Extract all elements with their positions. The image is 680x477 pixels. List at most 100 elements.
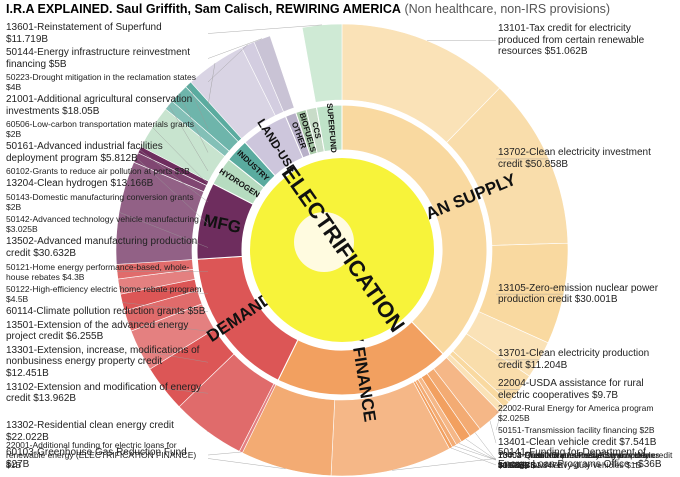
segment-name: 22004-USDA assistance for rural electric… bbox=[498, 378, 644, 401]
segment-label: 50121-Home energy performance-based, who… bbox=[6, 262, 206, 282]
segment-label: 50143-Domestic manufacturing conversion … bbox=[6, 192, 206, 212]
segment-label: 50151-Transmission facility financing $2… bbox=[498, 425, 674, 435]
segment-value: $4.3B bbox=[62, 271, 85, 282]
segment-value: $2B bbox=[6, 129, 22, 139]
segment-name: 22002-Rural Energy for America program bbox=[498, 403, 654, 414]
segment-name: 50143-Domestic manufacturing conversion … bbox=[6, 192, 194, 202]
segment-label: 13702-Clean electricity investment credi… bbox=[498, 147, 674, 170]
segment-value: $9.7B bbox=[591, 389, 619, 401]
segment-value: $3B bbox=[520, 460, 536, 470]
segment-name: 13702-Clean electricity investment credi… bbox=[498, 147, 651, 170]
leader-line bbox=[139, 149, 209, 203]
segment-value: $3.583B bbox=[498, 460, 530, 470]
segment-label: 50122-High-efficiency electric home reba… bbox=[6, 284, 206, 304]
segment-label: 60101-Clean heavy-duty vehicles $1B bbox=[498, 460, 674, 470]
segment-name: 13403-Qualified commercial clean vehicle… bbox=[498, 450, 660, 460]
segment-value: $1B bbox=[6, 460, 22, 470]
segment-name: 50223-Drought mitigation in the reclamat… bbox=[6, 72, 196, 82]
segment-label: 13404-Alternative fuel refueling propert… bbox=[498, 450, 674, 470]
segment-label: 21001-Additional agricultural conservati… bbox=[6, 94, 206, 117]
leader-line bbox=[127, 320, 209, 332]
segment-value: $11.719B bbox=[6, 33, 49, 45]
leader-line bbox=[178, 93, 209, 153]
segment-name: 60101-Clean heavy-duty vehicles bbox=[498, 460, 624, 470]
segment-name: 50121-Home energy performance-based, who… bbox=[6, 261, 190, 282]
segment-label: 13102-Extension and modification of ener… bbox=[6, 382, 206, 405]
group-segment bbox=[341, 104, 488, 355]
segment-name: 13701-Clean electricity production credi… bbox=[498, 348, 650, 371]
segment-label: 13101-Tax credit for electricity produce… bbox=[498, 23, 674, 58]
leader-line bbox=[489, 420, 497, 444]
segment-name: 13601-Reinstatement of Superfund bbox=[6, 22, 162, 33]
center-hole bbox=[294, 212, 354, 272]
segment-name: 13101-Tax credit for electricity produce… bbox=[498, 23, 645, 58]
segment-label: 22004-USDA assistance for rural electric… bbox=[498, 378, 674, 401]
segment-value: $12.451B bbox=[6, 367, 49, 379]
segment-value: $5.812B bbox=[100, 152, 138, 164]
segment-name: 22001-Additional funding for electric lo… bbox=[6, 440, 197, 460]
segment-label: 13502-Advanced manufacturing production … bbox=[6, 236, 206, 259]
leader-line bbox=[465, 438, 497, 461]
segment-name: 13401-Clean vehicle credit bbox=[498, 437, 617, 449]
segment-value: $1.738B bbox=[498, 460, 530, 470]
segment-label: 60102-Grants to reduce air pollution at … bbox=[6, 166, 206, 176]
leader-line bbox=[495, 409, 503, 431]
segment-name: 50161-Advanced industrial facilities dep… bbox=[6, 141, 163, 164]
segment-name: 70002-United States Postal Service clean… bbox=[498, 450, 655, 470]
segment-value: $11.204B bbox=[525, 359, 568, 371]
segment-label: 70002-United States Postal Service clean… bbox=[498, 450, 674, 470]
leader-line bbox=[474, 432, 497, 461]
segment-name: 50141-Funding for Department of Energy L… bbox=[498, 447, 646, 470]
leader-line bbox=[119, 212, 209, 248]
leader-line bbox=[207, 451, 241, 456]
segment-label: 50142-Advanced technology vehicle manufa… bbox=[6, 214, 206, 234]
segment-name: 13502-Advanced manufacturing production … bbox=[6, 236, 198, 259]
segment-value: $2B bbox=[6, 202, 22, 212]
leader-line bbox=[450, 447, 497, 466]
segment-name: 50142-Advanced technology vehicle manufa… bbox=[6, 214, 199, 224]
segment-name: 13301-Extension, increase, modifications… bbox=[6, 344, 200, 368]
segment-label: 13204-Clean hydrogen $13.166B bbox=[6, 178, 206, 190]
leader-line bbox=[454, 445, 497, 461]
segment-name: 13404-Alternative fuel refueling propert… bbox=[498, 450, 673, 460]
segment-value: $30.632B bbox=[33, 247, 77, 259]
segment-label: 60103-Greenhouse Gas Reduction Fund $27B bbox=[6, 447, 206, 470]
segment-label: 13301-Extension, increase, modifications… bbox=[6, 345, 206, 380]
segment-value: ~$36B bbox=[632, 458, 662, 470]
segment-name: 13302-Residential clean energy credit bbox=[6, 420, 174, 432]
segment-name: 50122-High-efficiency electric home reba… bbox=[6, 283, 202, 294]
segment-label: 50223-Drought mitigation in the reclamat… bbox=[6, 72, 206, 92]
segment-label: 50161-Advanced industrial facilities dep… bbox=[6, 141, 206, 164]
leader-line bbox=[207, 63, 216, 106]
segment-value: $22.022B bbox=[6, 431, 49, 443]
segment-label: 13601-Reinstatement of Superfund $11.719… bbox=[6, 22, 206, 45]
segment-value: $50.858B bbox=[525, 158, 569, 170]
leader-line bbox=[207, 44, 248, 83]
segment-value: $27B bbox=[6, 458, 30, 470]
leader-line bbox=[139, 350, 209, 363]
segment-value: $5B bbox=[187, 305, 206, 317]
segment-name: 13402-Credit for previously-owned clean … bbox=[498, 450, 651, 470]
segment-label: 22002-Rural Energy for America program $… bbox=[498, 403, 674, 423]
segment-name: 60114-Climate pollution reduction grants bbox=[6, 305, 185, 317]
segment-value: $2.025B bbox=[498, 413, 530, 424]
leader-line bbox=[188, 84, 209, 130]
segment-value: $4B bbox=[6, 82, 22, 92]
segment-value: $5B bbox=[48, 58, 67, 70]
segment-value: $7.541B bbox=[619, 437, 657, 449]
segment-label: 60506-Low-carbon transportation material… bbox=[6, 119, 206, 139]
leader-line bbox=[163, 388, 209, 394]
segment-value: $51.062B bbox=[544, 46, 588, 58]
segment-value: $2B bbox=[639, 425, 655, 436]
leader-line bbox=[122, 302, 209, 312]
leader-line bbox=[152, 127, 209, 185]
segment-name: 13102-Extension and modification of ener… bbox=[6, 381, 202, 405]
segment-label: 13302-Residential clean energy credit $2… bbox=[6, 420, 206, 443]
segment-value: $1.347B bbox=[531, 460, 563, 470]
segment-label: 13105-Zero-emission nuclear power produc… bbox=[498, 283, 674, 306]
segment-name: 21001-Additional agricultural conservati… bbox=[6, 94, 193, 117]
leader-line bbox=[495, 404, 507, 414]
subtitle: (Non healthcare, non-IRS provisions) bbox=[404, 2, 611, 16]
leader-line bbox=[135, 157, 209, 225]
